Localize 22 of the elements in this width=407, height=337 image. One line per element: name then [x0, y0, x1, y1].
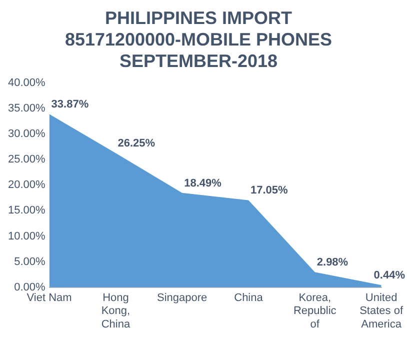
- data-label: 18.49%: [184, 177, 222, 190]
- data-label: 26.25%: [118, 138, 156, 150]
- data-label: 17.05%: [250, 184, 288, 197]
- y-tick-label: 40.00%: [8, 76, 46, 89]
- y-tick-label: 15.00%: [8, 204, 46, 217]
- x-tick-label: China: [234, 292, 264, 304]
- data-label: 0.44%: [374, 270, 406, 282]
- x-tick-label: Hong Kong, China: [101, 292, 131, 330]
- chart-title: PHILIPPINES IMPORT 85171200000-MOBILE PHONES SEPTEMBER-2018: [64, 8, 332, 71]
- x-tick-label: Singapore: [157, 292, 208, 304]
- data-label: 33.87%: [51, 98, 89, 111]
- y-tick-label: 30.00%: [8, 128, 46, 140]
- data-label: 2.98%: [316, 256, 348, 269]
- y-tick-label: 20.00%: [8, 179, 46, 192]
- x-tick-label: Korea, Republic of: [293, 292, 337, 330]
- y-tick-label: 35.00%: [8, 102, 46, 114]
- y-tick-label: 25.00%: [8, 154, 46, 166]
- y-tick-label: 10.00%: [8, 230, 46, 242]
- y-tick-label: 5.00%: [14, 256, 46, 268]
- x-tick-label: United States of America: [360, 292, 404, 330]
- x-tick-label: Viet Nam: [26, 292, 72, 304]
- y-tick-label: 0.00%: [14, 281, 46, 294]
